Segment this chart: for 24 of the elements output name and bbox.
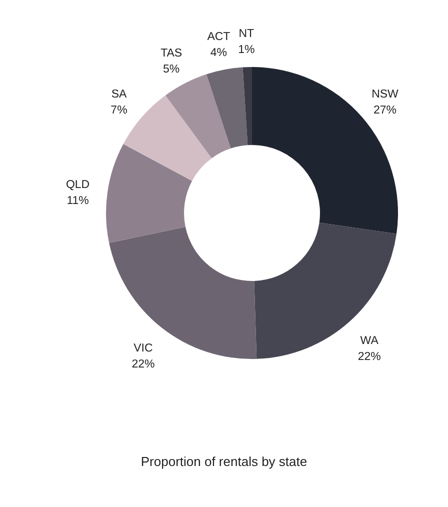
data-label: 1% <box>238 44 255 56</box>
slice-label: NT <box>238 28 254 40</box>
donut-slice <box>109 226 257 359</box>
slice-label: VIC <box>134 342 153 354</box>
slice-label: TAS <box>160 48 182 60</box>
donut-slice <box>106 144 192 243</box>
slice-label: NSW <box>372 88 399 101</box>
data-label: 7% <box>110 104 128 117</box>
donut-slice <box>206 67 248 148</box>
data-label: 11% <box>66 194 89 207</box>
donut-slice <box>254 222 397 359</box>
data-label: 27% <box>373 104 397 117</box>
slice-label: ACT <box>207 31 230 44</box>
data-label: 5% <box>163 64 180 76</box>
data-label: 22% <box>358 351 381 364</box>
data-label: 4% <box>210 47 228 60</box>
slice-label: WA <box>360 335 379 348</box>
donut-slice <box>252 67 398 234</box>
donut-slice <box>165 74 231 158</box>
donut-slice <box>242 67 252 146</box>
data-label: 22% <box>132 358 155 370</box>
slice-label: QLD <box>66 178 90 191</box>
text: Proportion of rentals by state <box>140 454 308 469</box>
slice-label: SA <box>111 88 127 101</box>
